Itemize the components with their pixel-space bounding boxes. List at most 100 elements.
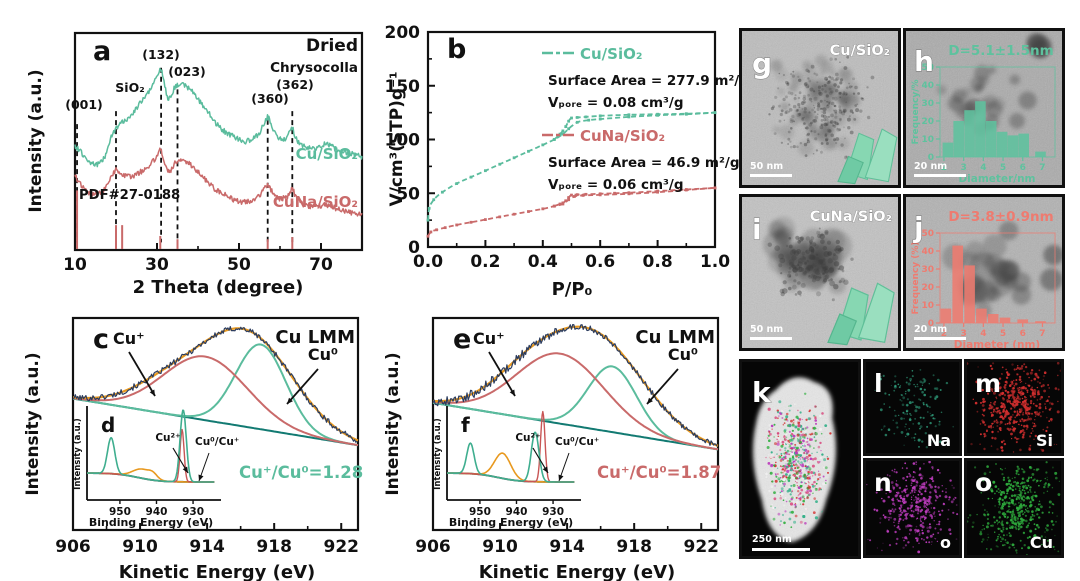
d-ylabel: Intensity (a.u.): [73, 418, 83, 490]
c-plot-inset-xtick: 940: [146, 506, 168, 518]
panel-letter-j: j: [913, 211, 924, 244]
k-scalebar: [752, 548, 810, 551]
i-tem-texture: [742, 197, 898, 348]
panel-letter-i: i: [752, 213, 762, 246]
i-sample-label: CuNa/SiO₂: [810, 209, 892, 225]
e-plot-inset-xtick: 930: [542, 506, 564, 518]
e-title: Cu LMM: [635, 327, 715, 348]
e-plot-xtick-label: 918: [616, 537, 652, 557]
e-plot-inset-xtick: 950: [469, 506, 491, 518]
a-peak-360: (360): [251, 91, 289, 106]
a-peak-132: (132): [142, 47, 180, 62]
g-sample-label: Cu/SiO₂: [830, 43, 890, 59]
panel-g-tem: g Cu/SiO₂ 50 nm: [739, 28, 901, 188]
b-xtick-label: 1.0: [700, 252, 730, 272]
a-xtick-label: 30: [145, 255, 169, 275]
h-hist-ytick: 10: [921, 135, 934, 145]
m-eds-dots: [967, 362, 1061, 453]
b-xtick-label: 0.8: [643, 252, 673, 272]
c-title: Cu LMM: [275, 327, 355, 348]
c-xlabel: Kinetic Energy (eV): [119, 562, 316, 581]
j-scalebar-label: 20 nm: [914, 324, 947, 335]
j-hist-xtick: 5: [1000, 329, 1006, 339]
l-eds-dots: [866, 362, 959, 453]
e-plot-xtick-label: 910: [482, 537, 518, 557]
n-eds-dots: [866, 461, 959, 555]
h-hist-ytick: 20: [921, 117, 934, 127]
h-hist-xtick: 5: [1000, 163, 1006, 173]
j-hist-ylabel: Frequency (%): [911, 241, 921, 314]
panel-n-eds-o: n o: [863, 458, 962, 558]
j-hist-ytick: 40: [921, 247, 934, 257]
panel-h-tem-histogram: 0 10 20 30 40 50 2 3 4 5 6 7 Frequency/% Diameter/nm D…: [903, 28, 1065, 188]
panel-c-culmm-chart: 906 910 914 918 922 950 940 930 c Cu⁺ Cu LMM Cu…: [23, 316, 363, 581]
panel-letter-d: d: [101, 413, 115, 437]
a-peak-001: (001): [65, 97, 103, 112]
f-xlabel: Binding Energy (eV): [449, 516, 573, 529]
j-hist-xtick: 2: [941, 329, 947, 339]
panel-a-xrd-chart: 10 30 50 70 a Dried Chrysocolla (001) SiO₂ …: [26, 31, 364, 298]
h-hist-annotation: D=5.1±1.5nm: [948, 43, 1053, 59]
a-plot-area: 10 30 50 70: [63, 31, 364, 275]
h-hist-xtick: 4: [980, 163, 986, 173]
j-hist-ytick: 50: [921, 229, 934, 239]
h-size-histogram: 0 10 20 30 40 50 2 3 4 5 6 7 Frequency/% Diameter/nm D…: [911, 43, 1056, 185]
h-hist-xtick: 6: [1020, 163, 1026, 173]
c-plot-xtick-label: 918: [256, 537, 292, 557]
panel-letter-f: f: [461, 413, 470, 437]
j-scalebar: [914, 337, 966, 340]
a-series-cu-sio2: Cu/SiO₂: [296, 145, 358, 163]
panel-letter-o: o: [975, 468, 992, 497]
b-vpore-cuna: Vₚₒᵣₑ = 0.06 cm³/g: [548, 177, 684, 193]
h-hist-ytick: 50: [921, 63, 934, 73]
b-vpore-cu: Vₚₒᵣₑ = 0.08 cm³/g: [548, 95, 684, 111]
j-hist-xtick: 4: [980, 329, 986, 339]
panel-m-eds-si: m Si: [964, 359, 1064, 456]
panel-letter-a: a: [93, 36, 111, 67]
e-plot-xtick-label: 906: [415, 537, 451, 557]
j-size-histogram: 0 10 20 30 40 50 2 3 4 5 6 7 Frequency (%) Diameter (…: [911, 209, 1056, 348]
c-ylabel: Intensity (a.u.): [23, 352, 43, 495]
g-scalebar-label: 50 nm: [750, 161, 783, 172]
b-ytick-label: 200: [385, 23, 421, 43]
e-cu-zero-label: Cu⁰: [668, 345, 698, 364]
h-hist-xtick: 2: [941, 163, 947, 173]
o-element-label: Cu: [1030, 533, 1053, 552]
h-hist-xtick: 7: [1039, 163, 1045, 173]
panel-j-tem-histogram: 0 10 20 30 40 50 2 3 4 5 6 7 Frequency (%) Diameter (…: [903, 194, 1065, 351]
a-state-label: Dried: [306, 36, 358, 56]
b-surface-area-cuna: Surface Area = 46.9 m²/g: [548, 155, 740, 171]
e-plot-xtick-label: 914: [549, 537, 585, 557]
j-hist-xtick: 6: [1020, 329, 1026, 339]
j-hist-xtick: 3: [961, 329, 967, 339]
a-ylabel: Intensity (a.u.): [26, 69, 46, 212]
panel-letter-k: k: [752, 376, 772, 409]
panel-letter-l: l: [874, 369, 883, 398]
l-element-label: Na: [927, 431, 951, 450]
h-hist-ytick: 30: [921, 99, 934, 109]
panel-letter-g: g: [752, 47, 772, 80]
panel-letter-c: c: [93, 324, 109, 355]
h-hist-xtick: 3: [961, 163, 967, 173]
b-ytick-label: 100: [385, 131, 421, 151]
c-plot-xtick-label: 910: [122, 537, 158, 557]
c-plot-inset-xtick: 930: [182, 506, 204, 518]
j-hist-xlabel: Diameter (nm): [954, 339, 1040, 348]
k-scalebar-label: 250 nm: [752, 534, 792, 545]
g-tem-texture: [742, 31, 898, 185]
i-scalebar-label: 50 nm: [750, 324, 783, 335]
panel-k-haadf: k 250 nm: [739, 359, 861, 559]
h-hist-ytick: 0: [928, 153, 934, 163]
b-xtick-label: 0.0: [413, 252, 443, 272]
d-xlabel: Binding Energy (eV): [89, 516, 213, 529]
a-peak-362: (362): [276, 77, 314, 92]
panel-letter-m: m: [975, 369, 1001, 398]
c-plot-xtick-label: 906: [55, 537, 91, 557]
panel-letter-n: n: [874, 468, 892, 497]
j-hist-ytick: 20: [921, 283, 934, 293]
e-plot-area: 906 910 914 918 922 950 940 930: [415, 316, 720, 557]
a-xtick-label: 70: [309, 255, 333, 275]
panel-o-eds-cu: o Cu: [964, 458, 1064, 558]
a-xlabel: 2 Theta (degree): [133, 277, 304, 298]
b-legend-cu-sio2: Cu/SiO₂: [580, 45, 642, 63]
